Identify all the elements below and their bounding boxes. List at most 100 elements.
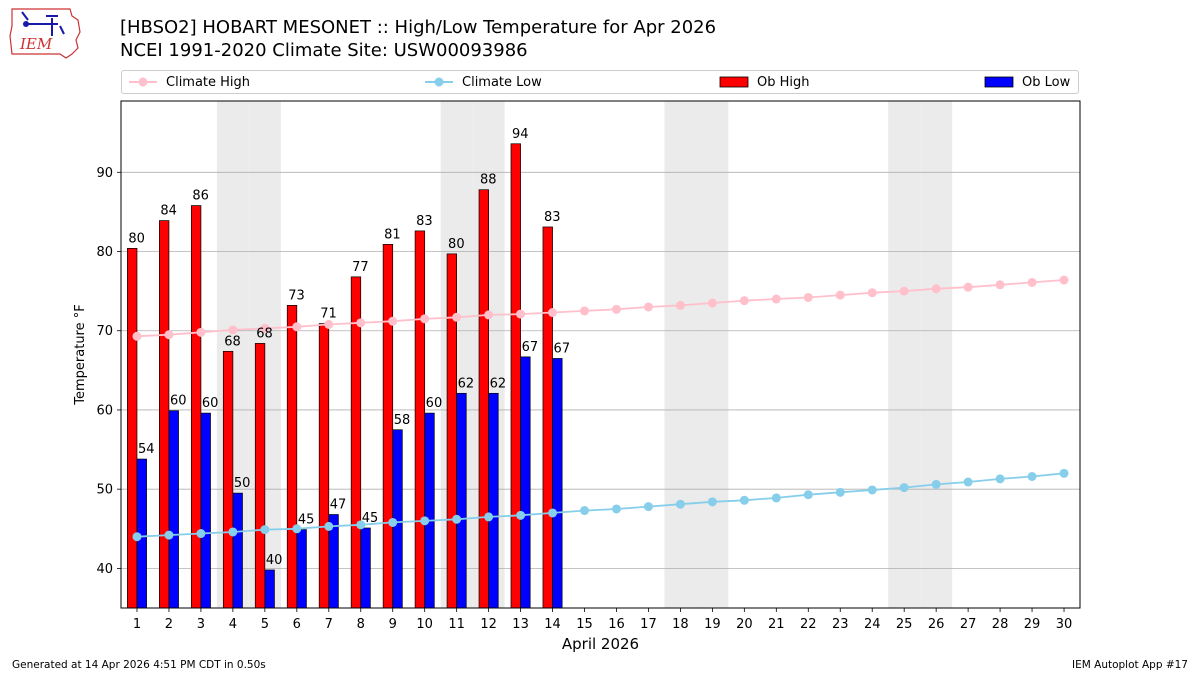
climate-low-point [1059, 468, 1069, 478]
climate-high-point [516, 309, 526, 319]
ob-low-label: 45 [298, 513, 315, 528]
legend-climate-low: Climate Low [424, 71, 542, 93]
logo-text: IEM [19, 35, 53, 53]
climate-high-point [643, 302, 653, 312]
x-tick-label: 15 [576, 617, 593, 632]
climate-high-point [548, 308, 558, 318]
ob-low-label: 60 [202, 396, 219, 411]
ob-high-label: 68 [224, 334, 241, 349]
ob-high-bar [382, 244, 394, 609]
ob-high-label: 86 [192, 189, 209, 204]
ob-high-label: 68 [256, 326, 273, 341]
climate-high-point [771, 294, 781, 304]
ob-low-label: 40 [266, 553, 283, 568]
ob-low-label: 45 [362, 511, 379, 526]
ob-high-label: 94 [512, 127, 529, 142]
ob-high-bar [478, 189, 489, 609]
x-tick-label: 13 [512, 617, 529, 632]
ob-low-label: 47 [330, 498, 347, 513]
weekend-shade [888, 101, 921, 608]
weekend-shade [664, 101, 697, 608]
climate-low-point [484, 512, 494, 522]
legend-ob-high-swatch [719, 76, 749, 88]
ob-high-label: 73 [288, 288, 305, 303]
climate-high-point [611, 304, 621, 314]
y-tick-label: 90 [96, 166, 113, 181]
climate-low-point [771, 493, 781, 503]
x-tick-label: 23 [832, 617, 849, 632]
climate-low-point [132, 532, 142, 542]
ob-high-label: 80 [128, 231, 145, 246]
climate-high-point [1059, 275, 1069, 285]
ob-high-bar [446, 253, 457, 609]
climate-low-point [292, 524, 302, 534]
climate-low-point [516, 510, 526, 520]
climate-high-point [867, 288, 877, 298]
x-tick-label: 6 [293, 617, 301, 632]
x-tick-label: 11 [448, 617, 465, 632]
ob-high-label: 71 [320, 307, 337, 322]
x-tick-label: 3 [197, 617, 205, 632]
x-tick-label: 26 [928, 617, 945, 632]
ob-high-label: 77 [352, 260, 369, 275]
ob-low-bar [456, 392, 467, 609]
legend-ob-high-label: Ob High [757, 74, 810, 90]
climate-high-point [292, 322, 302, 332]
climate-low-point [1027, 471, 1037, 481]
ob-high-bar [254, 343, 266, 609]
ob-low-label: 60 [170, 394, 187, 409]
x-tick-label: 29 [1024, 617, 1041, 632]
chart-title: [HBSO2] HOBART MESONET :: High/Low Tempe… [120, 17, 717, 38]
climate-low-point [643, 502, 653, 512]
x-tick-label: 4 [229, 617, 237, 632]
x-tick-label: 22 [800, 617, 817, 632]
climate-low-point [228, 527, 238, 537]
climate-low-point [580, 506, 590, 516]
climate-high-point [580, 306, 590, 316]
ob-low-bar [200, 412, 211, 609]
climate-low-point [356, 520, 366, 530]
chart-subtitle: NCEI 1991-2020 Climate Site: USW00093986 [120, 40, 528, 61]
legend-ob-high: Ob High [719, 71, 810, 93]
ob-high-bar [286, 305, 298, 609]
climate-high-point [995, 280, 1005, 290]
legend-ob-low: Ob Low [984, 71, 1070, 93]
legend-ob-low-swatch [984, 76, 1014, 88]
weekend-shade [696, 101, 729, 608]
climate-low-line [136, 472, 1065, 538]
climate-low-point [164, 530, 174, 540]
climate-high-line [136, 279, 1065, 338]
x-tick-label: 14 [544, 617, 561, 632]
climate-low-point [388, 517, 398, 527]
ob-high-bar [318, 323, 330, 609]
climate-low-point [739, 495, 749, 505]
climate-high-point [228, 325, 238, 335]
x-tick-label: 24 [864, 617, 881, 632]
legend-ob-low-label: Ob Low [1022, 74, 1071, 90]
climate-high-point [356, 318, 366, 328]
ob-high-label: 83 [544, 210, 561, 225]
x-tick-label: 20 [736, 617, 753, 632]
x-tick-label: 7 [325, 617, 333, 632]
climate-high-point [164, 330, 174, 340]
ob-high-bar [510, 143, 521, 609]
legend-climate-high-swatch [129, 77, 157, 87]
y-tick-label: 60 [96, 403, 113, 418]
y-tick-label: 40 [96, 562, 113, 577]
climate-low-point [899, 483, 909, 493]
climate-low-point [675, 499, 685, 509]
climate-low-point [324, 521, 334, 531]
climate-low-point [803, 490, 813, 500]
ob-low-bar [424, 412, 435, 609]
legend-climate-low-label: Climate Low [462, 74, 542, 90]
climate-high-point [196, 327, 206, 337]
ob-high-label: 88 [480, 173, 497, 188]
ob-high-bar [542, 226, 553, 609]
climate-high-point [707, 298, 717, 308]
x-tick-label: 25 [896, 617, 913, 632]
climate-high-point [899, 286, 909, 296]
x-tick-label: 21 [768, 617, 785, 632]
ob-high-label: 84 [160, 204, 177, 219]
x-tick-label: 27 [960, 617, 977, 632]
